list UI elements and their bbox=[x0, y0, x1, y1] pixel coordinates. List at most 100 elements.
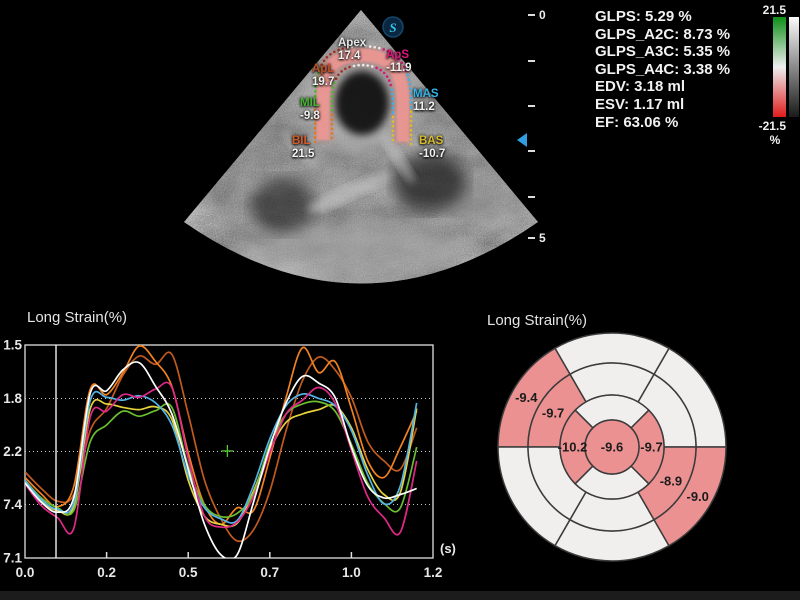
roi-contour-dot bbox=[348, 65, 351, 69]
roi-contour-dot bbox=[313, 113, 317, 116]
roi-band bbox=[315, 46, 411, 142]
segment-name: ApL bbox=[312, 63, 335, 75]
roi-contour-dot bbox=[382, 48, 386, 51]
roi-contour-dot bbox=[315, 76, 319, 79]
roi-contour-dot bbox=[313, 126, 317, 130]
roi-contour-dot bbox=[313, 108, 317, 112]
roi-contour-dot bbox=[313, 99, 317, 102]
bullseye-value: -8.9 bbox=[660, 474, 682, 489]
strain-chart[interactable]: 1.5 1.8 2.2 7.4 7.10.0 0.2 0.5 0.7 1.0 1.2 (s) bbox=[0, 295, 480, 600]
strain-curve-Apex bbox=[25, 361, 417, 558]
ultrasound-image: S bbox=[184, 10, 538, 284]
roi-contour-dot bbox=[409, 96, 413, 100]
roi-contour-dot bbox=[313, 140, 317, 144]
roi-contour-dot bbox=[341, 47, 345, 50]
ruler-label-bottom: 5 bbox=[539, 231, 546, 245]
roi-contour-dot bbox=[333, 50, 336, 54]
roi-contour-dot bbox=[337, 73, 340, 77]
roi-contour-dot bbox=[318, 67, 321, 71]
roi-contour-dot bbox=[340, 70, 343, 73]
bullseye-segment-apex bbox=[584, 419, 640, 475]
roi-contour-dot bbox=[391, 97, 395, 100]
roi-contour-dot bbox=[364, 44, 367, 48]
roi-contour-dot bbox=[314, 85, 318, 89]
roi-contour-dot bbox=[350, 45, 354, 48]
roi-contour-dot bbox=[390, 52, 394, 55]
roi-contour-dot bbox=[330, 95, 334, 98]
roi-contour-dot bbox=[330, 127, 334, 131]
roi-contour-dot bbox=[394, 54, 398, 58]
roi-contour-dot bbox=[313, 136, 317, 139]
measurements-panel: GLPS: 5.29 % GLPS_A2C: 8.73 % GLPS_A3C: 5.… bbox=[595, 8, 730, 131]
ruler-label-top: 0 bbox=[539, 8, 546, 22]
segment-name: MIL bbox=[300, 97, 320, 109]
ruler-tick bbox=[528, 105, 535, 107]
roi-contour-dot bbox=[391, 120, 395, 123]
roi-contour-dot bbox=[391, 106, 395, 110]
roi-contour-dot bbox=[330, 104, 334, 108]
roi-contour-dot bbox=[314, 81, 318, 84]
measurement-line: GLPS: 5.29 % bbox=[595, 8, 692, 25]
bullseye-value: -9.6 bbox=[601, 440, 623, 455]
x-axis-tick-label: 0.5 bbox=[179, 565, 198, 580]
roi-contour-dot bbox=[397, 57, 401, 61]
roi-contour-dot bbox=[391, 92, 394, 96]
x-axis-tick-label: 1.2 bbox=[424, 565, 443, 580]
roi-contour-dot bbox=[316, 72, 320, 75]
measurement-line: ESV: 1.17 ml bbox=[595, 95, 685, 113]
roi-contour-dot bbox=[386, 49, 390, 53]
ruler-tick bbox=[528, 150, 535, 152]
y-axis-tick-label: 7.1 bbox=[3, 551, 22, 566]
segment-name: BAS bbox=[419, 135, 444, 147]
roi-contour-dot bbox=[408, 83, 412, 86]
colorbar-gradient bbox=[773, 17, 786, 117]
roi-contour-dot bbox=[382, 71, 386, 75]
roi-contour-dot bbox=[333, 81, 336, 85]
roi-contour-dot bbox=[371, 65, 374, 68]
roi-contour-dot bbox=[409, 124, 413, 127]
roi-contour-dot bbox=[322, 59, 326, 63]
strain-curve-MAS bbox=[25, 390, 418, 524]
roi-contour-dot bbox=[409, 128, 413, 132]
roi-contour-dot bbox=[330, 99, 334, 103]
roi-contour-dot bbox=[330, 118, 334, 121]
roi-contour-dot bbox=[387, 79, 391, 82]
roi-contour-dot bbox=[409, 138, 413, 141]
segment-name: BIL bbox=[292, 135, 311, 147]
bullseye-value: -9.0 bbox=[686, 489, 708, 504]
focus-marker[interactable] bbox=[517, 133, 527, 147]
roi-contour-dot bbox=[391, 101, 395, 105]
measurement-line: GLPS_A4C: 3.38 % bbox=[595, 60, 731, 78]
roi-contour-dot bbox=[391, 134, 395, 137]
strain-curve-ApS bbox=[25, 381, 418, 536]
segment-name: MAS bbox=[413, 88, 439, 100]
x-axis-tick-label: 0.7 bbox=[260, 565, 279, 580]
roi-contour-dot bbox=[375, 66, 378, 70]
segment-label-apex: Apex 17.4 bbox=[338, 37, 366, 62]
segment-label-apl: ApL 19.7 bbox=[312, 63, 334, 88]
roi-contour-dot bbox=[400, 61, 404, 65]
roi-contour-dot bbox=[313, 122, 317, 125]
strain-chart-title: Long Strain(%) bbox=[27, 309, 128, 326]
roi-contour-dot bbox=[409, 142, 413, 146]
ruler-tick bbox=[528, 237, 535, 239]
segment-label-bil: BIL 21.5 bbox=[292, 135, 314, 160]
roi-contour-dot bbox=[402, 65, 406, 69]
roi-contour-dot bbox=[361, 63, 365, 67]
roi-contour-dot bbox=[313, 103, 317, 107]
roi-contour-dot bbox=[404, 69, 408, 73]
x-axis-tick-label: 0.0 bbox=[16, 565, 35, 580]
roi-contour-dot bbox=[320, 63, 323, 66]
roi-contour-dot bbox=[379, 68, 383, 72]
roi-contour-dot bbox=[407, 78, 411, 81]
roi-contour-dot bbox=[389, 83, 393, 87]
ultrasound-labels: Apex 17.4 ApS -11.9 ApL 19.7 MIL -9.8 MAS 11.2 BIL… bbox=[292, 37, 445, 160]
roi-contour-dot bbox=[330, 132, 334, 135]
segment-label-mas: MAS 11.2 bbox=[413, 88, 439, 113]
roi-contour-dot bbox=[409, 110, 413, 114]
segment-label-aps: ApS -11.9 bbox=[386, 49, 412, 74]
y-axis-tick-label: 7.4 bbox=[3, 497, 22, 512]
segment-value: 11.2 bbox=[413, 100, 435, 113]
colorbar-unit: % bbox=[769, 133, 781, 147]
